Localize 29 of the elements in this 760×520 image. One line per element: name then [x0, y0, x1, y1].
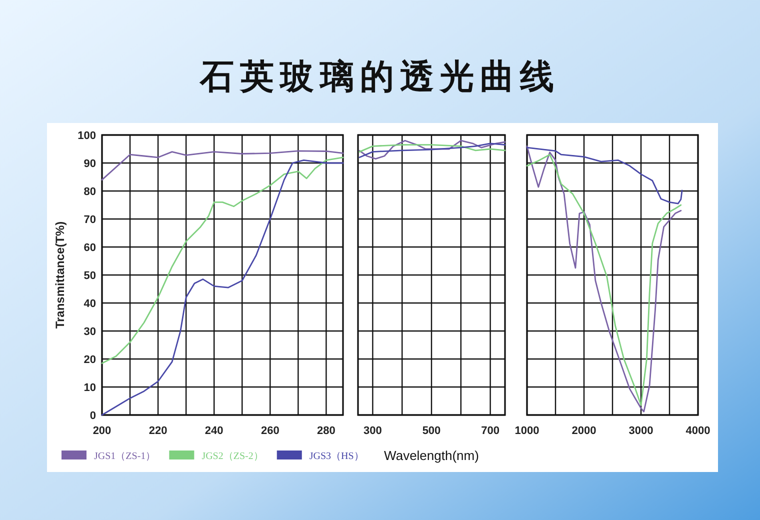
x-tick-label: 700: [481, 425, 500, 437]
x-tick-label: 500: [422, 425, 441, 437]
y-tick-label: 50: [84, 270, 96, 282]
y-tick-label: 100: [78, 130, 96, 142]
y-tick-label: 30: [84, 326, 96, 338]
y-axis-title: Transmittance(T%): [53, 221, 67, 329]
y-tick-label: 40: [84, 298, 96, 310]
x-tick-label: 4000: [686, 425, 710, 437]
legend-label: JGS1（ZS-1）: [94, 451, 156, 462]
x-tick-label: 3000: [628, 425, 654, 437]
chart-title: 石英玻璃的透光曲线: [199, 58, 560, 96]
x-tick-label: 220: [148, 425, 168, 437]
y-tick-label: 90: [84, 158, 96, 170]
x-tick-label: 280: [317, 425, 336, 437]
y-tick-label: 10: [84, 382, 96, 394]
x-tick-label: 260: [260, 425, 280, 437]
y-tick-label: 70: [84, 214, 96, 226]
x-tick-label: 200: [92, 425, 112, 437]
x-axis-title: Wavelength(nm): [384, 448, 479, 463]
y-tick-label: 0: [90, 410, 96, 422]
legend-label: JGS3（HS）: [309, 451, 364, 462]
y-tick-label: 60: [84, 242, 96, 254]
x-tick-label: 1000: [514, 425, 540, 437]
x-tick-label: 240: [204, 425, 224, 437]
y-tick-label: 80: [84, 186, 96, 198]
legend-label: JGS2（ZS-2）: [202, 451, 264, 462]
x-tick-label: 2000: [572, 425, 596, 437]
y-tick-label: 20: [84, 354, 96, 366]
x-tick-label: 300: [364, 425, 382, 437]
